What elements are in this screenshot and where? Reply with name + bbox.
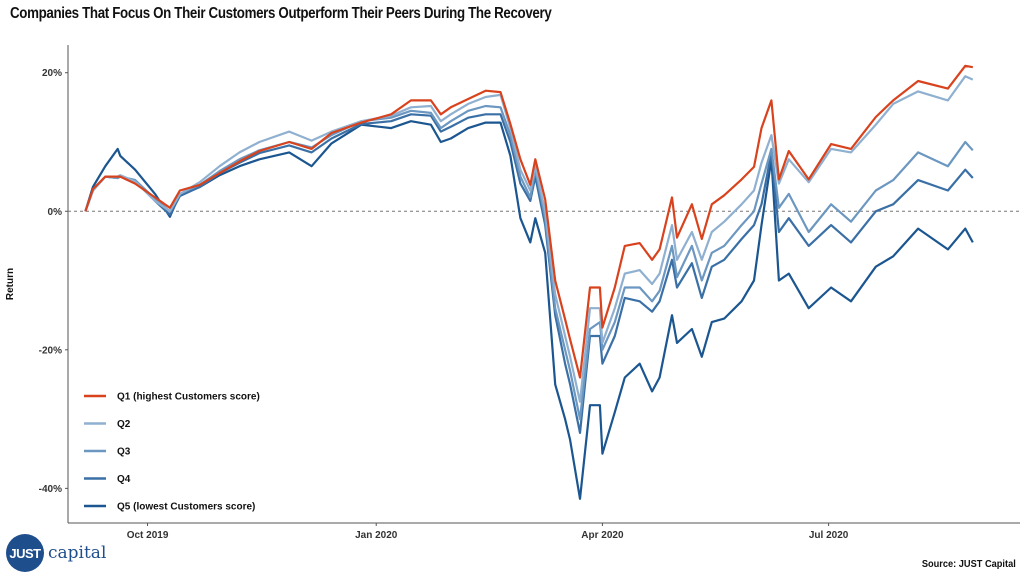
logo-badge: JUST <box>6 534 44 572</box>
series-line-q5 <box>84 120 974 500</box>
series-line-q3 <box>84 104 974 421</box>
y-tick-label: -20% <box>39 345 62 356</box>
logo-wordmark: capital <box>48 543 107 563</box>
x-tick-label: Apr 2020 <box>581 530 624 541</box>
legend: Q1 (highest Customers score) Q2 Q3 Q4 Q5 (lo… <box>84 392 260 513</box>
x-tick-label: Oct 2019 <box>127 530 169 541</box>
legend-label-q3: Q3 <box>117 447 131 458</box>
series-line-q4 <box>84 113 974 434</box>
legend-label-q2: Q2 <box>117 419 131 430</box>
y-tick-label: 0% <box>48 207 63 218</box>
series-lines <box>84 64 974 500</box>
chart-title: Companies That Focus On Their Customers … <box>10 5 552 22</box>
x-tick-label: Jul 2020 <box>809 530 849 541</box>
y-tick-label: 20% <box>42 68 62 79</box>
legend-label-q1: Q1 (highest Customers score) <box>117 392 260 403</box>
legend-label-q5: Q5 (lowest Customers score) <box>117 502 255 513</box>
y-tick-label: -40% <box>39 484 62 495</box>
just-capital-logo: JUST capital <box>6 534 106 572</box>
series-line-q1 <box>84 64 974 379</box>
source-note: Source: JUST Capital <box>922 558 1016 570</box>
y-axis-label: Return <box>5 268 16 300</box>
series-line-q2 <box>84 75 974 403</box>
legend-label-q4: Q4 <box>117 474 131 485</box>
x-tick-label: Jan 2020 <box>355 530 398 541</box>
